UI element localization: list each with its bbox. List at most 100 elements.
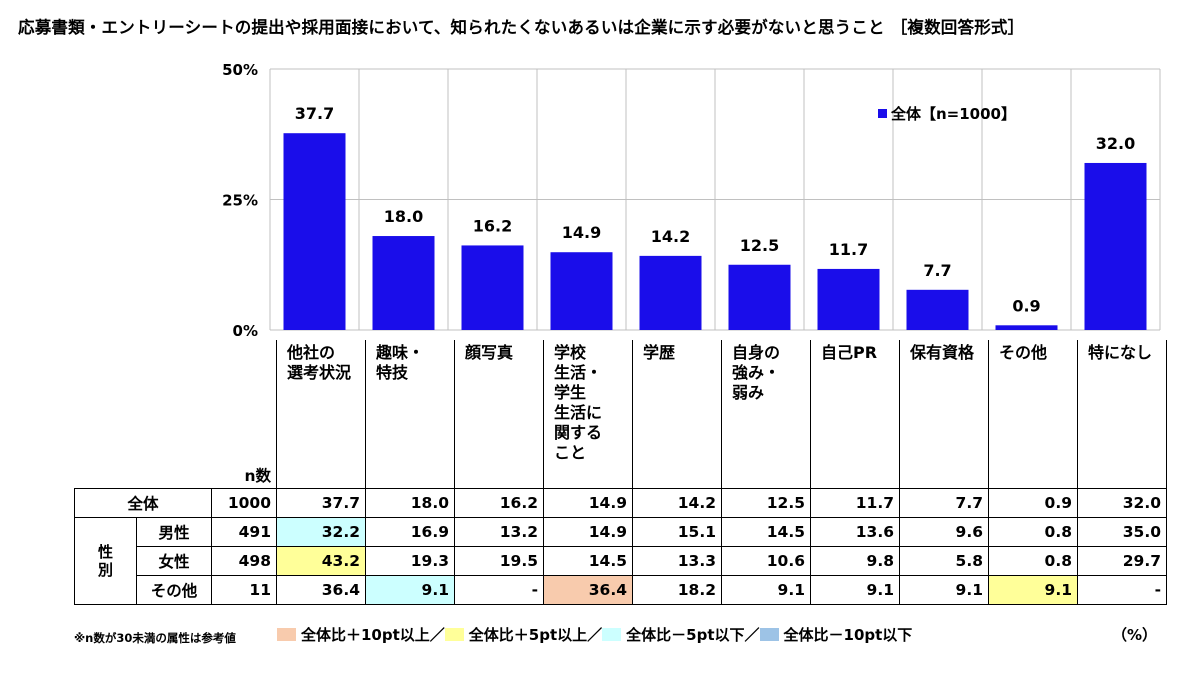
- highlight-key: 全体比＋5pt以上／: [444, 624, 603, 645]
- value-cell: 15.1: [632, 516, 722, 547]
- table-row: 女性 498 43.2 19.3 19.5 14.5 13.3 10.6 9.8 5.8 0.8 29…: [75, 545, 1167, 576]
- bar: [728, 264, 791, 330]
- grid-layer: [269, 68, 1161, 331]
- bars: [283, 133, 1147, 330]
- column-header: 趣味・ 特技: [365, 340, 455, 489]
- data-label: 14.2: [651, 227, 690, 246]
- bar: [1084, 162, 1147, 330]
- data-label: 32.0: [1096, 134, 1135, 153]
- value-cell: 35.0: [1077, 516, 1167, 547]
- value-cell: 13.6: [810, 516, 900, 547]
- data-label: 18.0: [384, 207, 423, 226]
- highlight-legend: 全体比＋10pt以上／ 全体比＋5pt以上／ 全体比－5pt以下／ 全体比－10pt以…: [277, 624, 912, 645]
- y-tick-label: 50%: [222, 61, 258, 79]
- y-tick-label: 0%: [233, 322, 258, 340]
- table-row: その他 11 36.4 9.1-36.4 18.2 9.1 9.1 9.1 9.1-: [75, 574, 1167, 605]
- value-cell: 7.7: [899, 487, 989, 518]
- corner-cell: [75, 340, 137, 488]
- value-cell: 19.5: [454, 545, 544, 576]
- data-label: 37.7: [295, 104, 334, 123]
- highlight-swatch: [759, 628, 779, 641]
- value-cell: 13.3: [632, 545, 722, 576]
- unit-label: （%）: [1112, 626, 1158, 644]
- n-cell: 491: [211, 516, 277, 547]
- value-cell: 0.8: [988, 545, 1078, 576]
- value-cell: 9.1: [899, 574, 989, 605]
- legend: 全体【n=1000】: [878, 103, 1016, 124]
- value-cell: 5.8: [899, 545, 989, 576]
- value-cell: 9.8: [810, 545, 900, 576]
- value-cell: 0.8: [988, 516, 1078, 547]
- value-cell: 36.4: [543, 574, 633, 605]
- value-cell: 16.9: [365, 516, 455, 547]
- column-header: 学歴: [632, 340, 722, 489]
- data-labels: 37.7 18.0 16.2 14.9 14.2 12.5 11.7 7.7 0.9 32.0: [295, 104, 1135, 315]
- data-label: 11.7: [829, 240, 868, 259]
- column-header: 特になし: [1077, 340, 1167, 489]
- value-cell: 9.6: [899, 516, 989, 547]
- n-cell: 498: [211, 545, 277, 576]
- n-cell: 1000: [211, 487, 277, 518]
- value-cell: 29.7: [1077, 545, 1167, 576]
- row-label: 女性: [136, 545, 212, 576]
- bar: [550, 252, 613, 330]
- highlight-key-label: 全体比－5pt以下／: [626, 626, 760, 644]
- y-tick-label: 25%: [222, 192, 258, 210]
- value-cell: 9.1: [721, 574, 811, 605]
- bar: [817, 268, 880, 330]
- value-cell: 9.1: [988, 574, 1078, 605]
- value-cell: 9.1: [810, 574, 900, 605]
- value-cell: 36.4: [276, 574, 366, 605]
- value-cell: 11.7: [810, 487, 900, 518]
- table-row: 性別男性 491 32.2 16.9 13.2 14.9 15.1 14.5 13.6 9.6 0.…: [74, 516, 1167, 605]
- value-cell: 14.2: [632, 487, 722, 518]
- highlight-key: 全体比＋10pt以上／: [277, 624, 445, 645]
- bar: [283, 133, 346, 330]
- data-label: 12.5: [740, 236, 779, 255]
- column-header: 自身の 強み・ 弱み: [721, 340, 811, 489]
- column-header: 自己PR: [810, 340, 900, 489]
- highlight-swatch: [277, 628, 296, 641]
- value-cell: 0.9: [988, 487, 1078, 518]
- value-cell: 32.0: [1077, 487, 1167, 518]
- highlight-swatch: [444, 628, 464, 641]
- value-cell: -: [1077, 574, 1167, 605]
- row-label: 全体: [74, 487, 212, 518]
- bar: [995, 325, 1058, 330]
- value-cell: 14.5: [543, 545, 633, 576]
- value-cell: 37.7: [276, 487, 366, 518]
- value-cell: 18.2: [632, 574, 722, 605]
- value-cell: 16.2: [454, 487, 544, 518]
- value-cell: 14.9: [543, 487, 633, 518]
- value-cell: 10.6: [721, 545, 811, 576]
- value-cell: 9.1: [365, 574, 455, 605]
- table-row: 全体 1000 37.7 18.0 16.2 14.9 14.2 12.5 11.7 7.7 0.9…: [74, 487, 1167, 518]
- bar: [461, 245, 524, 330]
- n-header: n数: [211, 340, 277, 489]
- column-header: 学校 生活・ 学生 生活に 関する こと: [543, 340, 633, 489]
- highlight-key-label: 全体比＋5pt以上／: [468, 626, 603, 644]
- column-header: その他: [988, 340, 1078, 489]
- n-cell: 11: [211, 574, 277, 605]
- value-cell: 19.3: [365, 545, 455, 576]
- highlight-key: 全体比－5pt以下／: [602, 624, 760, 645]
- bar: [372, 236, 435, 330]
- value-cell: -: [454, 574, 544, 605]
- legend-swatch: [878, 109, 887, 118]
- value-cell: 12.5: [721, 487, 811, 518]
- data-label: 7.7: [923, 261, 951, 280]
- column-header: 他社の 選考状況: [276, 340, 366, 489]
- column-header: 保有資格: [899, 340, 989, 489]
- bar: [906, 289, 969, 330]
- highlight-swatch: [602, 628, 622, 641]
- highlight-key: 全体比－10pt以下: [759, 624, 912, 645]
- row-label: その他: [136, 574, 212, 605]
- value-cell: 13.2: [454, 516, 544, 547]
- value-cell: 14.5: [721, 516, 811, 547]
- crosstab-table: n数 他社の 選考状況 趣味・ 特技 顔写真 学校 生活・ 学生 生活に 関する こと 学歴 自身の 強み・…: [74, 340, 1167, 605]
- bar: [639, 255, 702, 330]
- y-axis-ticks: 0% 25% 50%: [222, 61, 258, 340]
- table-header-row: n数 他社の 選考状況 趣味・ 特技 顔写真 学校 生活・ 学生 生活に 関する こと 学歴 自身の 強み・…: [75, 340, 1167, 489]
- data-label: 0.9: [1012, 296, 1040, 315]
- value-cell: 14.9: [543, 516, 633, 547]
